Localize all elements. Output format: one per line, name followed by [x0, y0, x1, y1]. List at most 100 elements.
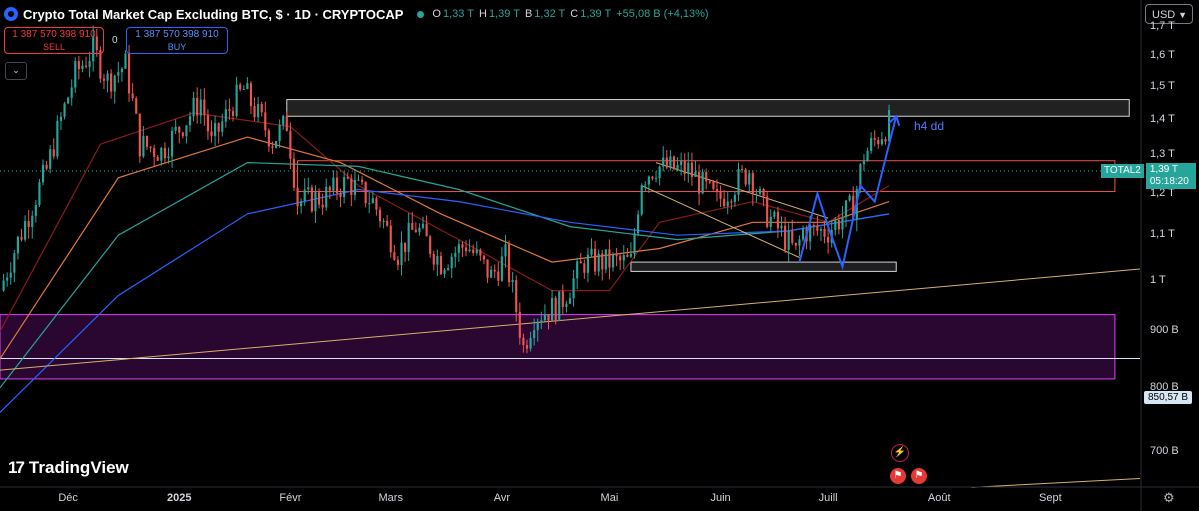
candle-body [662, 157, 665, 167]
candle [493, 264, 496, 279]
candle-body [325, 186, 328, 208]
x-tick-label: Mai [600, 492, 619, 504]
candle-body [816, 225, 819, 231]
candle [171, 126, 174, 168]
candle [178, 125, 181, 144]
buy-button[interactable]: 1 387 570 398 910 BUY [126, 27, 228, 54]
candle-body [604, 249, 607, 270]
candle [551, 290, 554, 321]
tradingview-logo[interactable]: 17 TradingView [8, 458, 129, 478]
candle-body [246, 83, 249, 90]
candle [142, 126, 145, 159]
tradingview-mark-icon: 17 [8, 458, 25, 477]
candle-body [518, 311, 521, 338]
candle-body [113, 75, 116, 92]
support-zone [630, 261, 897, 272]
candle [837, 214, 840, 235]
long-trendline [0, 268, 1141, 371]
candle [317, 188, 321, 209]
candle [214, 115, 217, 147]
ohlc-high: H 1,39 T [478, 8, 520, 20]
candle [20, 228, 23, 242]
candle [565, 300, 568, 313]
candle-body [382, 220, 385, 222]
candle-body [819, 228, 823, 231]
candle-body [568, 298, 572, 304]
ohlc-change: +55,08 B (+4,13%) [616, 8, 709, 20]
candle-body [773, 211, 776, 217]
lightning-event-icon[interactable]: ⚡ [891, 444, 909, 462]
candle [378, 206, 382, 228]
candle-body [138, 113, 141, 157]
candle-body [282, 116, 285, 125]
collapse-chevron-icon[interactable]: ⌄ [5, 62, 27, 80]
candle-body [45, 164, 48, 169]
candle [608, 239, 611, 280]
candle [518, 302, 521, 345]
candle-body [196, 97, 199, 116]
economic-event-us-flag-icon[interactable]: ⚑ [890, 468, 906, 484]
candle-body [500, 256, 503, 281]
candle [848, 193, 851, 202]
candle-body [551, 297, 554, 321]
candle [407, 212, 410, 261]
candle-body [784, 225, 787, 250]
candle-body [357, 179, 360, 181]
candle-body [31, 215, 34, 228]
candle [787, 223, 790, 262]
candle [705, 168, 708, 190]
candle [658, 165, 661, 186]
candle [447, 264, 450, 272]
candle [181, 131, 184, 139]
economic-event-us-flag-icon[interactable]: ⚑ [911, 468, 927, 484]
candle-body [386, 220, 389, 226]
candle [819, 226, 823, 241]
candle [163, 142, 166, 164]
candle [9, 262, 12, 285]
candle-body [117, 72, 120, 76]
candle [74, 57, 77, 93]
x-tick-label: Juin [710, 492, 731, 504]
candle [310, 184, 313, 213]
moving-average-3 [0, 161, 890, 389]
gear-icon[interactable]: ⚙ [1163, 490, 1175, 505]
candle [665, 149, 668, 170]
candle-body [24, 221, 27, 240]
candle [41, 159, 45, 186]
ohlc-close: C 1,39 T [570, 8, 612, 20]
candle-body [77, 61, 80, 70]
candle-body [249, 83, 253, 107]
candle-body [242, 89, 245, 91]
drawing-annotation[interactable]: h4 dd [914, 119, 945, 133]
candle [70, 79, 73, 106]
candle [267, 128, 270, 153]
chart-title[interactable]: Crypto Total Market Cap Excluding BTC, $… [23, 6, 404, 22]
candle-body [887, 110, 891, 142]
candle-body [450, 256, 453, 269]
candle-body [522, 337, 525, 346]
candle-body [554, 297, 557, 321]
candle-body [787, 230, 790, 250]
candle [231, 106, 235, 122]
candle-body [633, 233, 636, 254]
candle [131, 83, 134, 102]
candle-body [124, 53, 127, 69]
candle-body [493, 269, 496, 272]
candle [274, 140, 278, 149]
candle-body [644, 184, 647, 186]
sell-button[interactable]: 1 387 570 398 910 SELL [4, 27, 104, 54]
candle-body [608, 249, 611, 268]
candle [540, 311, 543, 330]
y-tick-label: 1,6 T [1150, 48, 1175, 61]
candle-body [160, 147, 163, 161]
spread-value: 0 [112, 35, 118, 46]
candle [38, 178, 41, 207]
candle [314, 185, 317, 224]
candle [457, 239, 460, 262]
candle [88, 52, 91, 78]
candle-body [171, 130, 174, 157]
candle-body [396, 259, 399, 265]
candle-body [49, 149, 52, 169]
currency-select[interactable]: USD ▼ [1145, 4, 1193, 24]
